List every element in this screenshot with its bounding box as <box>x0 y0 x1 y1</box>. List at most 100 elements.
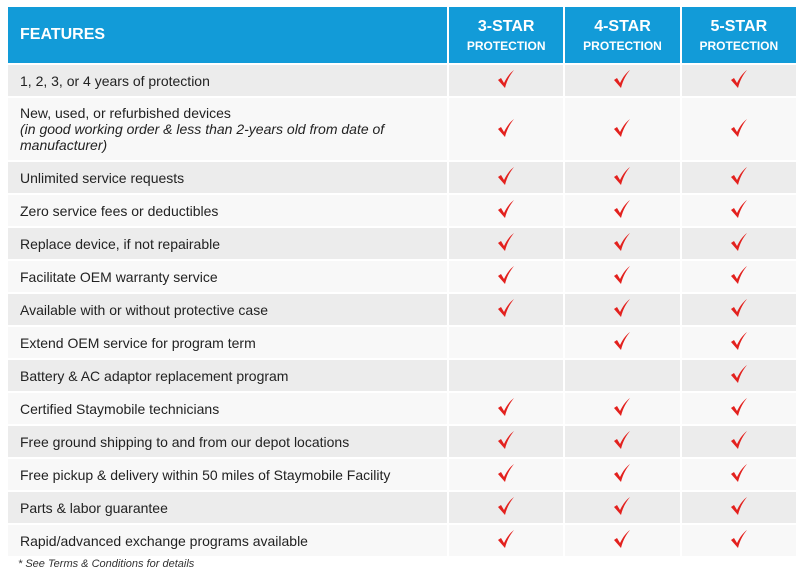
feature-cell: Free pickup & delivery within 50 miles o… <box>8 459 447 490</box>
check-path <box>498 299 515 317</box>
check-path <box>730 497 747 515</box>
check-cell <box>449 360 564 391</box>
check-mark <box>730 118 747 137</box>
feature-row: Zero service fees or deductibles <box>8 195 796 226</box>
check-cell <box>449 195 564 226</box>
check-mark <box>498 266 515 284</box>
check-cell <box>449 261 564 292</box>
check-path <box>730 464 747 482</box>
check-cell <box>681 98 796 160</box>
check-mark <box>498 464 515 482</box>
check-cell <box>449 492 564 523</box>
check-path <box>730 200 747 218</box>
check-path <box>498 70 515 88</box>
check-mark <box>730 530 747 548</box>
feature-row: Rapid/advanced exchange programs availab… <box>8 525 796 556</box>
feature-cell: Parts & labor guarantee <box>8 492 447 523</box>
check-mark <box>614 299 631 317</box>
check-mark <box>730 266 747 284</box>
check-mark <box>498 118 515 137</box>
feature-cell: Facilitate OEM warranty service <box>8 261 447 292</box>
check-mark <box>730 233 747 251</box>
check-path <box>614 332 631 350</box>
check-cell <box>449 525 564 556</box>
check-mark <box>730 398 747 416</box>
comparison-table: FEATURES 3-STAR PROTECTION 4-STAR PROTECTIO… <box>6 5 798 558</box>
check-cell <box>681 327 796 358</box>
check-path <box>730 299 747 317</box>
feature-cell: Certified Staymobile technicians <box>8 393 447 424</box>
check-path <box>614 118 631 137</box>
check-mark <box>614 118 631 137</box>
plan-title: 3-STAR <box>477 17 535 35</box>
check-path <box>614 464 631 482</box>
check-path <box>614 530 631 548</box>
check-cell <box>565 360 680 391</box>
check-path <box>498 431 515 449</box>
check-mark <box>614 70 631 88</box>
check-cell <box>449 228 564 259</box>
check-path <box>498 118 515 137</box>
feature-row: New, used, or refurbished devices (in goo… <box>8 98 796 160</box>
plan-header: 5-STAR PROTECTION <box>681 7 796 63</box>
feature-row: Free ground shipping to and from our dep… <box>8 426 796 457</box>
check-cell <box>449 393 564 424</box>
plan-subtitle: PROTECTION <box>583 38 662 53</box>
feature-text: Extend OEM service for program term <box>20 334 256 351</box>
check-mark <box>730 332 747 350</box>
check-cell <box>681 195 796 226</box>
feature-cell: New, used, or refurbished devices (in goo… <box>8 98 447 160</box>
check-mark <box>730 167 747 185</box>
check-path <box>730 431 747 449</box>
check-mark <box>498 233 515 251</box>
features-header: FEATURES <box>8 7 447 63</box>
check-cell <box>565 228 680 259</box>
feature-text: Replace device, if not repairable <box>20 235 221 252</box>
check-mark <box>614 233 631 251</box>
feature-cell: Battery & AC adaptor replacement program <box>8 360 447 391</box>
check-path <box>730 233 747 251</box>
check-cell <box>681 228 796 259</box>
check-path <box>498 464 515 482</box>
check-mark <box>614 530 631 548</box>
check-mark <box>614 464 631 482</box>
check-mark <box>498 530 515 548</box>
feature-cell: Unlimited service requests <box>8 162 447 193</box>
check-path <box>730 118 747 137</box>
check-path <box>730 530 747 548</box>
feature-row: Available with or without protective cas… <box>8 294 796 325</box>
check-path <box>614 70 631 88</box>
check-path <box>498 398 515 416</box>
check-mark <box>730 299 747 317</box>
check-path <box>614 233 631 251</box>
feature-row: Battery & AC adaptor replacement program <box>8 360 796 391</box>
check-cell <box>681 162 796 193</box>
check-mark <box>730 70 747 88</box>
feature-text: New, used, or refurbished devices <box>20 105 231 121</box>
check-path <box>614 431 631 449</box>
check-path <box>614 266 631 284</box>
check-path <box>498 200 515 218</box>
check-mark <box>498 70 515 88</box>
check-cell <box>565 393 680 424</box>
check-mark <box>498 431 515 449</box>
check-mark <box>730 431 747 449</box>
footnote: * See Terms & Conditions for details <box>18 558 195 570</box>
check-mark <box>614 398 631 416</box>
check-cell <box>681 393 796 424</box>
check-path <box>498 530 515 548</box>
comparison: FEATURES 3-STAR PROTECTION 4-STAR PROTECTIO… <box>6 5 796 558</box>
check-cell <box>565 327 680 358</box>
feature-cell: 1, 2, 3, or 4 years of protection <box>8 65 447 96</box>
check-mark <box>498 398 515 416</box>
check-mark <box>730 200 747 218</box>
check-mark <box>498 200 515 218</box>
check-cell <box>565 426 680 457</box>
feature-text: Facilitate OEM warranty service <box>20 268 218 285</box>
feature-cell: Extend OEM service for program term <box>8 327 447 358</box>
feature-text: Available with or without protective cas… <box>20 301 268 318</box>
check-path <box>498 497 515 515</box>
feature-row: Certified Staymobile technicians <box>8 393 796 424</box>
check-path <box>730 332 747 350</box>
